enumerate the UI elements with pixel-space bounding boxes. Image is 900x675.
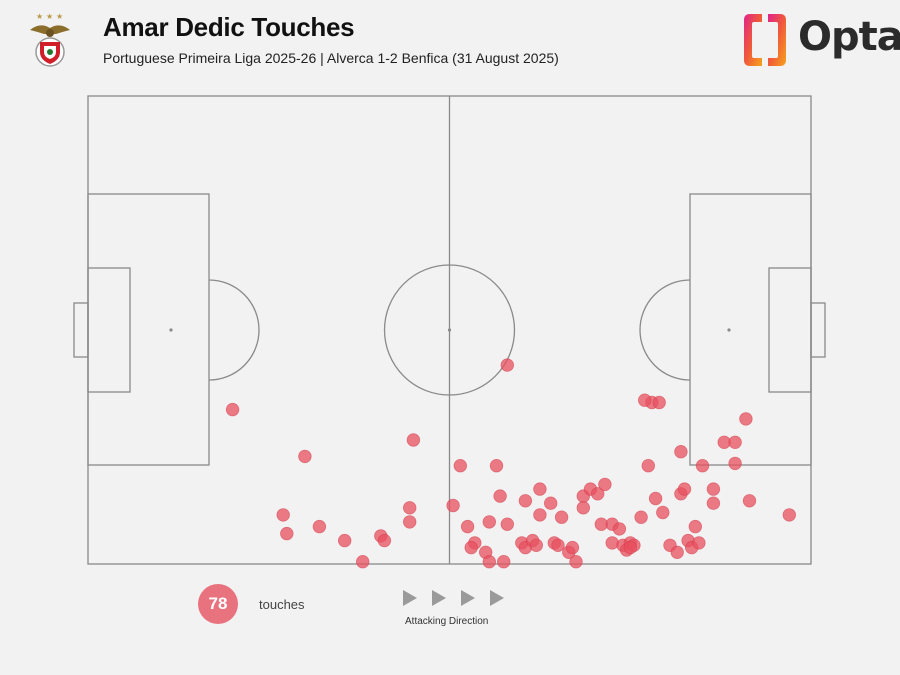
svg-text:★: ★: [36, 12, 43, 21]
touch-point: [576, 501, 591, 515]
touch-point: [338, 533, 352, 548]
center-spot: [447, 328, 452, 332]
touch-point: [677, 482, 692, 496]
touch-count-badge: 78: [198, 584, 238, 624]
touch-point: [652, 395, 666, 410]
center-circle: [383, 264, 516, 396]
touch-point: [728, 456, 742, 471]
touch-point: [500, 358, 515, 372]
play-arrow-icon: [461, 590, 475, 606]
touch-point: [739, 412, 753, 426]
touch-point: [280, 526, 294, 541]
touch-point: [403, 515, 417, 529]
right-penalty-area: [689, 193, 812, 466]
touch-point: [551, 538, 565, 553]
touch-point: [641, 459, 656, 473]
touch-point: [554, 510, 569, 524]
touch-point: [460, 519, 475, 534]
touch-point: [312, 519, 327, 534]
right-penalty-spot: [727, 328, 731, 332]
touch-point: [692, 536, 706, 550]
touch-point: [500, 517, 515, 531]
touch-point: [623, 540, 638, 555]
left-goal: [73, 302, 89, 358]
touch-point: [403, 501, 417, 515]
right-goal: [810, 302, 826, 358]
touch-point: [406, 433, 421, 447]
touch-point: [446, 498, 460, 513]
attacking-direction-label: Attacking Direction: [405, 616, 489, 627]
attacking-direction-arrows: [402, 588, 512, 615]
opta-logo-icon: [742, 12, 788, 73]
touch-point: [728, 435, 742, 450]
touch-point: [706, 496, 721, 510]
touch-count-label: touches: [259, 597, 305, 612]
touch-point: [565, 540, 580, 555]
touch-point: [782, 508, 797, 522]
touch-point: [591, 487, 605, 501]
touch-point: [493, 489, 507, 503]
right-penalty-arc: [639, 279, 691, 381]
benfica-crest-icon: ★ ★ ★: [26, 12, 74, 73]
touch-points: [225, 358, 797, 569]
svg-text:★: ★: [56, 12, 63, 21]
touch-point: [225, 402, 240, 417]
touch-point: [497, 555, 511, 569]
touch-point: [598, 477, 612, 492]
touch-point: [656, 505, 670, 520]
touch-point: [298, 449, 312, 464]
touch-point: [742, 494, 757, 508]
touch-point: [706, 482, 721, 496]
touch-point: [634, 510, 648, 524]
touch-point: [674, 445, 688, 459]
right-six-yard-box: [768, 267, 812, 393]
touch-point: [489, 459, 504, 473]
play-arrow-icon: [432, 590, 446, 606]
touch-point: [695, 459, 710, 473]
touch-point: [453, 459, 468, 473]
left-penalty-arc: [208, 279, 260, 381]
touch-point: [482, 555, 497, 569]
svg-text:★: ★: [46, 12, 53, 21]
page-subtitle: Portuguese Primeira Liga 2025-26 | Alver…: [103, 50, 559, 66]
touch-point: [356, 555, 370, 569]
touch-point: [529, 538, 544, 553]
left-penalty-area: [87, 193, 210, 466]
touch-point: [670, 545, 684, 560]
touch-point: [544, 496, 558, 510]
touch-point: [482, 515, 497, 529]
play-arrow-icon: [490, 590, 504, 606]
touch-point: [569, 555, 583, 569]
touch-point: [533, 508, 547, 522]
touch-point: [648, 491, 663, 506]
touch-point: [377, 533, 392, 548]
touch-point: [688, 519, 703, 534]
touch-point: [276, 508, 290, 522]
left-six-yard-box: [87, 267, 131, 393]
touch-point: [612, 522, 627, 536]
touch-point: [533, 482, 547, 496]
touch-point: [464, 540, 478, 555]
brand-name: Opta: [798, 14, 900, 60]
touch-point: [638, 393, 652, 407]
page-title: Amar Dedic Touches: [103, 12, 355, 42]
left-penalty-spot: [169, 328, 173, 332]
play-arrow-icon: [403, 590, 417, 606]
touch-point: [518, 494, 533, 508]
